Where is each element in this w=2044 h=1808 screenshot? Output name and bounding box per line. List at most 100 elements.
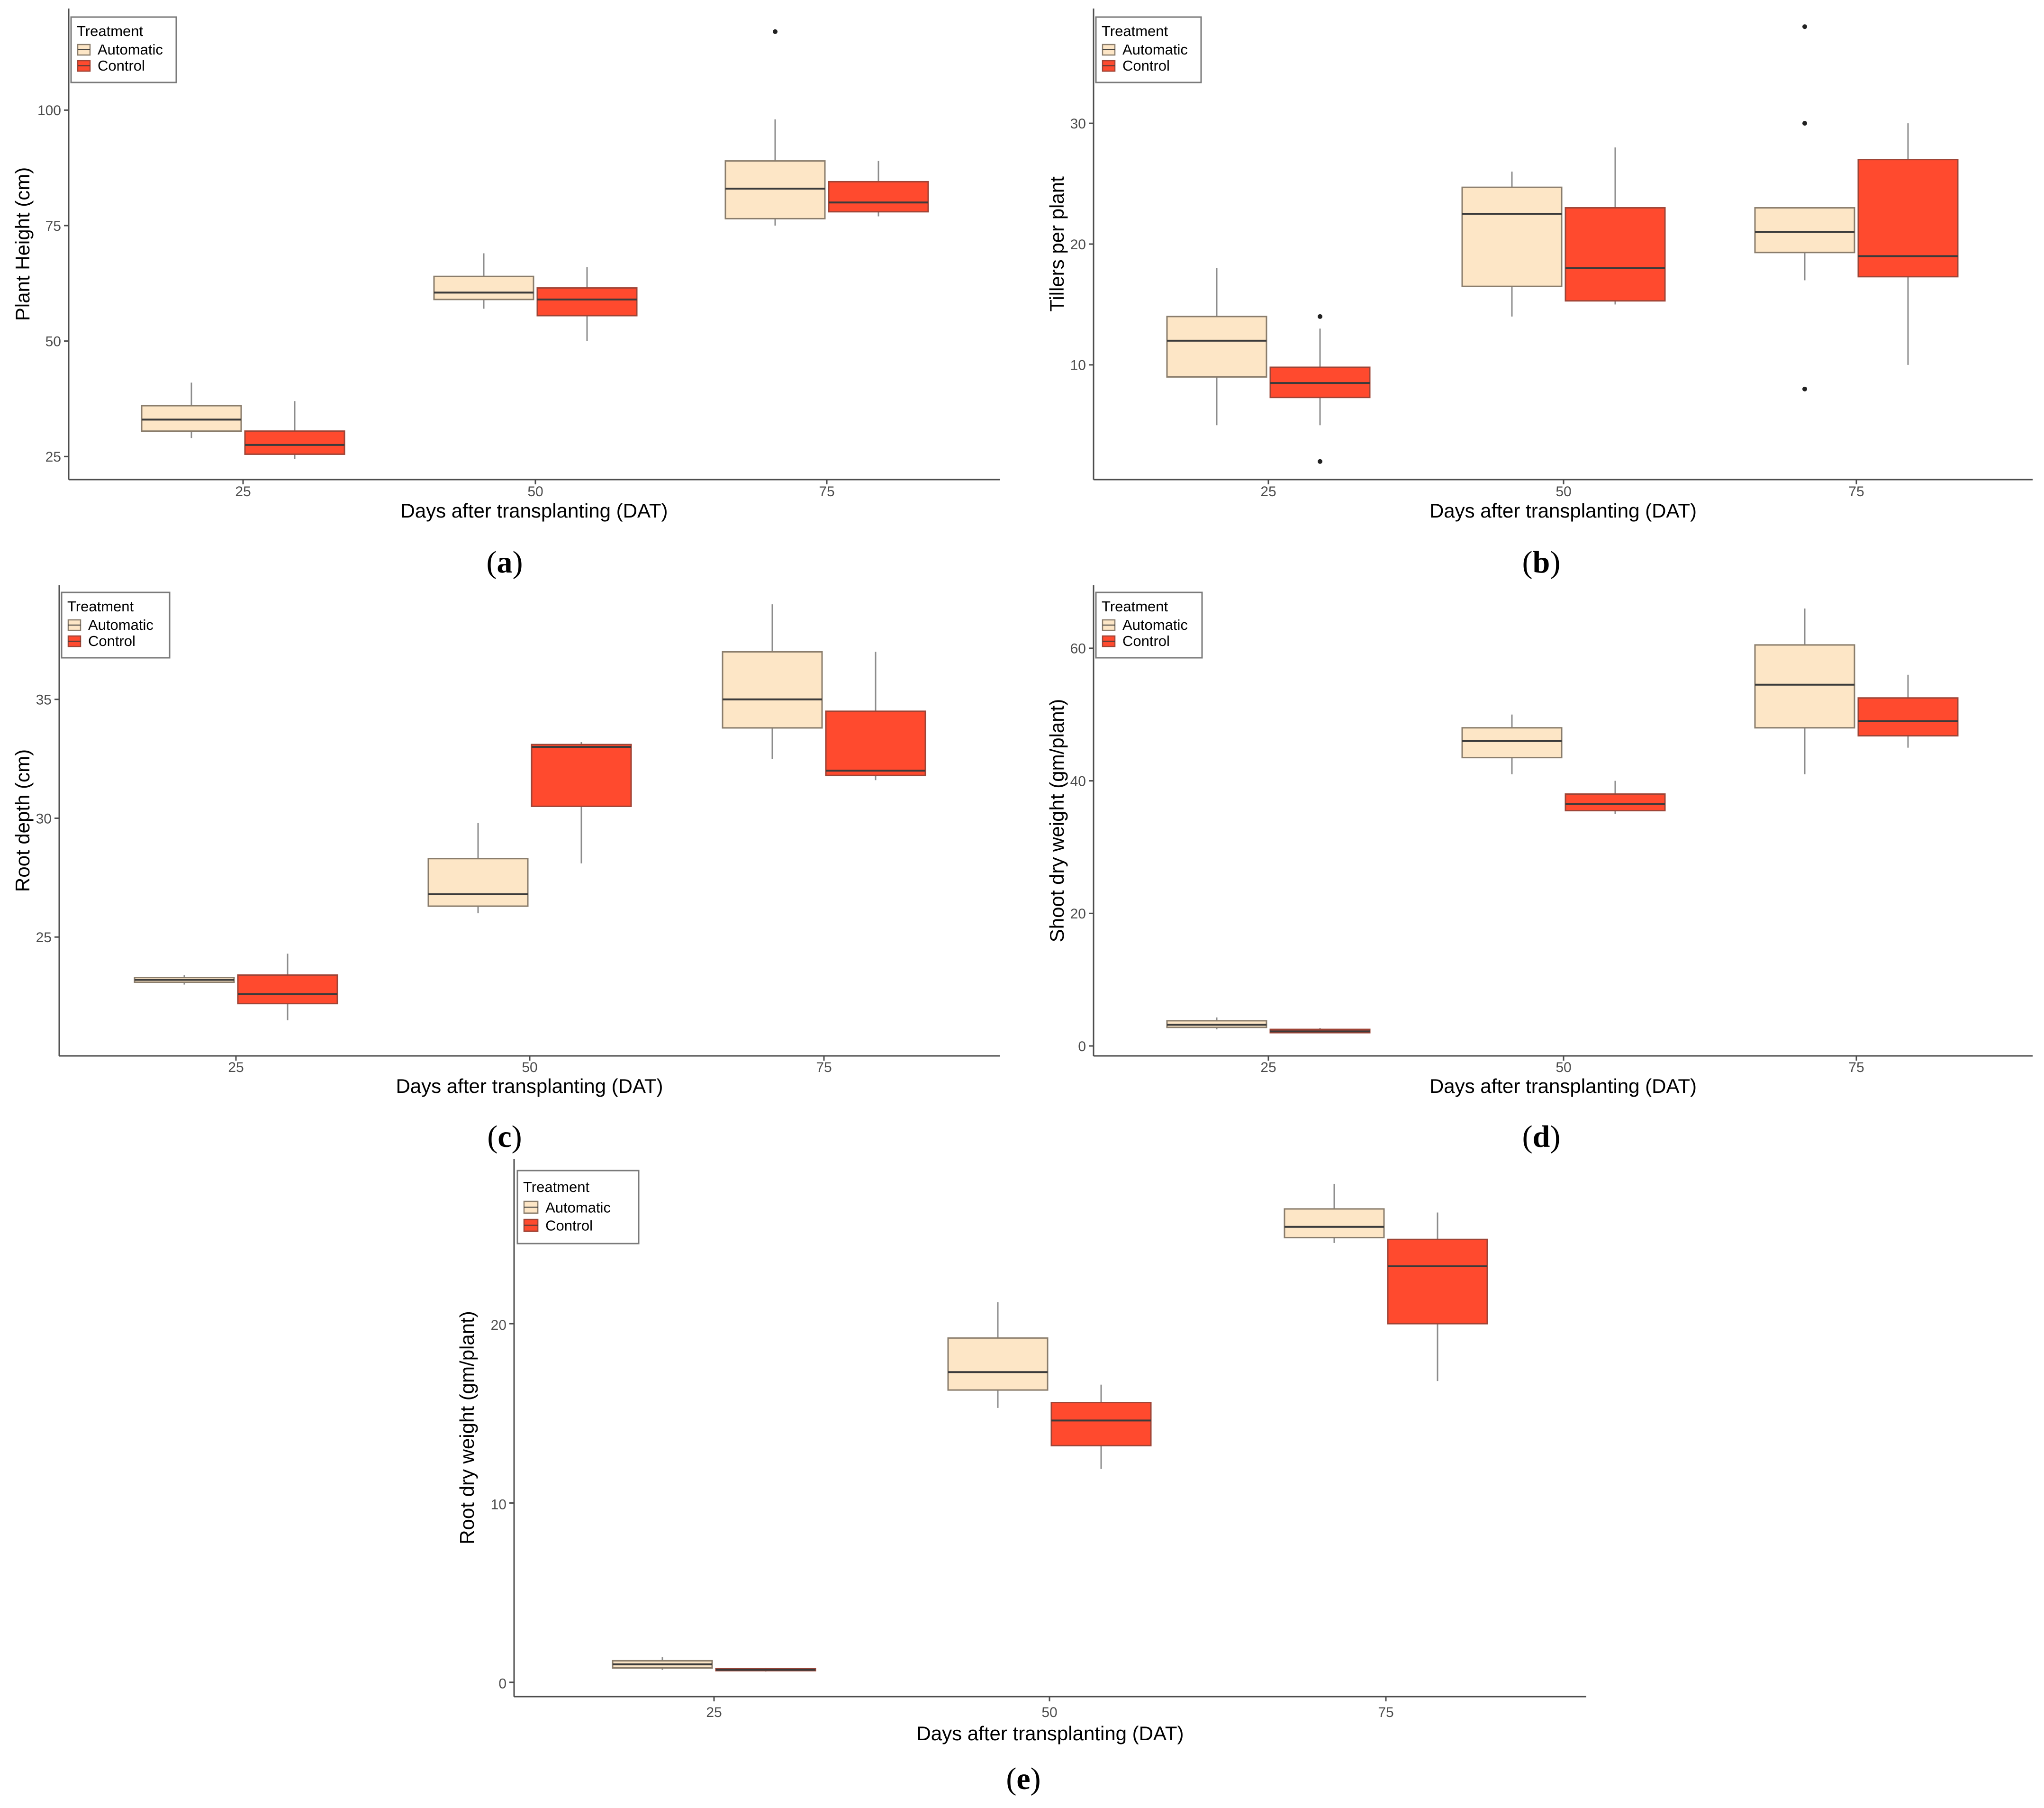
legend-entry-control: Control bbox=[98, 57, 145, 74]
y-axis-title: Tillers per plant bbox=[1046, 176, 1068, 312]
panel-label-letter: a bbox=[497, 545, 513, 580]
outlier-point bbox=[1318, 314, 1322, 319]
box-control-50 bbox=[531, 742, 632, 863]
box-automatic-75 bbox=[1754, 24, 1855, 391]
x-tick-label: 75 bbox=[816, 1060, 832, 1075]
panel-label: (a) bbox=[487, 545, 523, 580]
legend-entry-automatic: Automatic bbox=[1122, 617, 1188, 633]
box-iqr bbox=[1754, 644, 1855, 729]
y-tick-label: 25 bbox=[36, 930, 52, 945]
box-automatic-25 bbox=[1166, 268, 1267, 426]
y-tick-label: 10 bbox=[491, 1497, 506, 1512]
panel-label-close: ) bbox=[1550, 545, 1560, 580]
box-automatic-25 bbox=[141, 382, 242, 438]
x-tick-label: 25 bbox=[1260, 1060, 1276, 1075]
box-iqr bbox=[1387, 1238, 1488, 1325]
box-control-50 bbox=[1565, 781, 1666, 814]
box-control-25 bbox=[1269, 1028, 1371, 1034]
outlier-point bbox=[773, 29, 778, 34]
box-automatic-25 bbox=[134, 975, 235, 985]
box-automatic-50 bbox=[427, 823, 529, 914]
legend-entry-control: Control bbox=[1122, 633, 1170, 649]
x-axis-title: Days after transplanting (DAT) bbox=[1429, 1075, 1697, 1097]
box-control-75 bbox=[1387, 1212, 1488, 1381]
box-iqr bbox=[427, 858, 529, 907]
box-iqr bbox=[237, 974, 338, 1005]
x-tick-label: 50 bbox=[522, 1060, 537, 1075]
x-axis-title: Days after transplanting (DAT) bbox=[916, 1722, 1184, 1744]
legend-entry-control: Control bbox=[1122, 57, 1170, 74]
panel-label-letter: e bbox=[1016, 1762, 1030, 1796]
panel-b: 10 20 30 25 50 75 Days after transplanting (DA… bbox=[1046, 9, 2033, 580]
legend-title: Treatment bbox=[67, 598, 134, 615]
y-tick-label: 25 bbox=[45, 449, 61, 465]
box-iqr bbox=[1754, 207, 1855, 254]
y-tick-label: 0 bbox=[498, 1676, 506, 1692]
outlier-point bbox=[1318, 459, 1322, 464]
panel-label: (c) bbox=[487, 1119, 522, 1154]
y-tick-label: 30 bbox=[1070, 116, 1086, 132]
x-tick-label: 25 bbox=[706, 1705, 722, 1720]
box-control-50 bbox=[536, 267, 638, 341]
x-axis-title: Days after transplanting (DAT) bbox=[396, 1075, 663, 1097]
box-iqr bbox=[828, 181, 929, 213]
y-tick-label: 50 bbox=[45, 334, 61, 349]
x-tick-label: 75 bbox=[819, 484, 834, 500]
box-automatic-75 bbox=[722, 604, 823, 759]
x-tick-label: 25 bbox=[1260, 484, 1276, 500]
box-iqr bbox=[433, 275, 534, 300]
panel-label: (d) bbox=[1522, 1119, 1561, 1154]
legend-entry-automatic: Automatic bbox=[545, 1199, 611, 1216]
box-control-75 bbox=[1857, 674, 1959, 748]
y-tick-label: 20 bbox=[1070, 237, 1086, 253]
box-iqr bbox=[1565, 207, 1666, 302]
outlier-point bbox=[1802, 386, 1807, 391]
y-tick-label: 20 bbox=[1070, 906, 1086, 922]
x-tick-label: 75 bbox=[1848, 484, 1864, 500]
box-automatic-75 bbox=[1284, 1183, 1385, 1243]
box-iqr bbox=[1284, 1208, 1385, 1238]
legend-entry-automatic: Automatic bbox=[88, 617, 154, 633]
x-tick-label: 25 bbox=[228, 1060, 244, 1075]
box-automatic-75 bbox=[724, 29, 826, 226]
y-tick-label: 20 bbox=[491, 1317, 506, 1333]
x-tick-label: 75 bbox=[1378, 1705, 1393, 1720]
panel-label-letter: b bbox=[1533, 545, 1550, 580]
panel-label-close: ) bbox=[1031, 1762, 1041, 1796]
legend-entry-control: Control bbox=[545, 1217, 593, 1234]
panel-e: 0 10 20 25 50 75 Days after transplanting (DAT… bbox=[456, 1159, 1586, 1796]
box-automatic-75 bbox=[1754, 608, 1855, 774]
y-tick-label: 35 bbox=[36, 692, 52, 708]
box-iqr bbox=[244, 430, 345, 455]
legend-title: Treatment bbox=[1102, 23, 1168, 39]
box-iqr bbox=[724, 160, 826, 219]
panel-label-open: ( bbox=[1522, 1119, 1533, 1154]
legend-title: Treatment bbox=[77, 23, 144, 39]
box-iqr bbox=[1565, 793, 1666, 812]
panel-d: 0 20 40 60 25 50 75 Days after transplanting (D… bbox=[1046, 585, 2033, 1154]
panel-label: (b) bbox=[1522, 545, 1561, 580]
y-axis-title: Shoot dry weight (gm/plant) bbox=[1046, 699, 1068, 943]
box-control-50 bbox=[1050, 1384, 1152, 1469]
box-iqr bbox=[1166, 316, 1267, 378]
y-axis-title: Root depth (cm) bbox=[11, 749, 34, 892]
box-iqr bbox=[141, 405, 242, 432]
x-tick-label: 25 bbox=[235, 484, 251, 500]
y-tick-label: 75 bbox=[45, 218, 61, 234]
legend-entry-control: Control bbox=[88, 633, 136, 649]
box-iqr bbox=[536, 287, 638, 317]
x-tick-label: 50 bbox=[1556, 1060, 1571, 1075]
box-control-75 bbox=[825, 652, 926, 781]
box-automatic-50 bbox=[1461, 714, 1563, 774]
panel-label-letter: c bbox=[497, 1119, 511, 1154]
outlier-point bbox=[1802, 121, 1807, 126]
panel-label: (e) bbox=[1006, 1762, 1040, 1796]
y-tick-label: 0 bbox=[1078, 1039, 1086, 1054]
y-tick-label: 40 bbox=[1070, 773, 1086, 789]
panel-label-open: ( bbox=[1522, 545, 1533, 580]
box-control-25 bbox=[237, 954, 338, 1020]
